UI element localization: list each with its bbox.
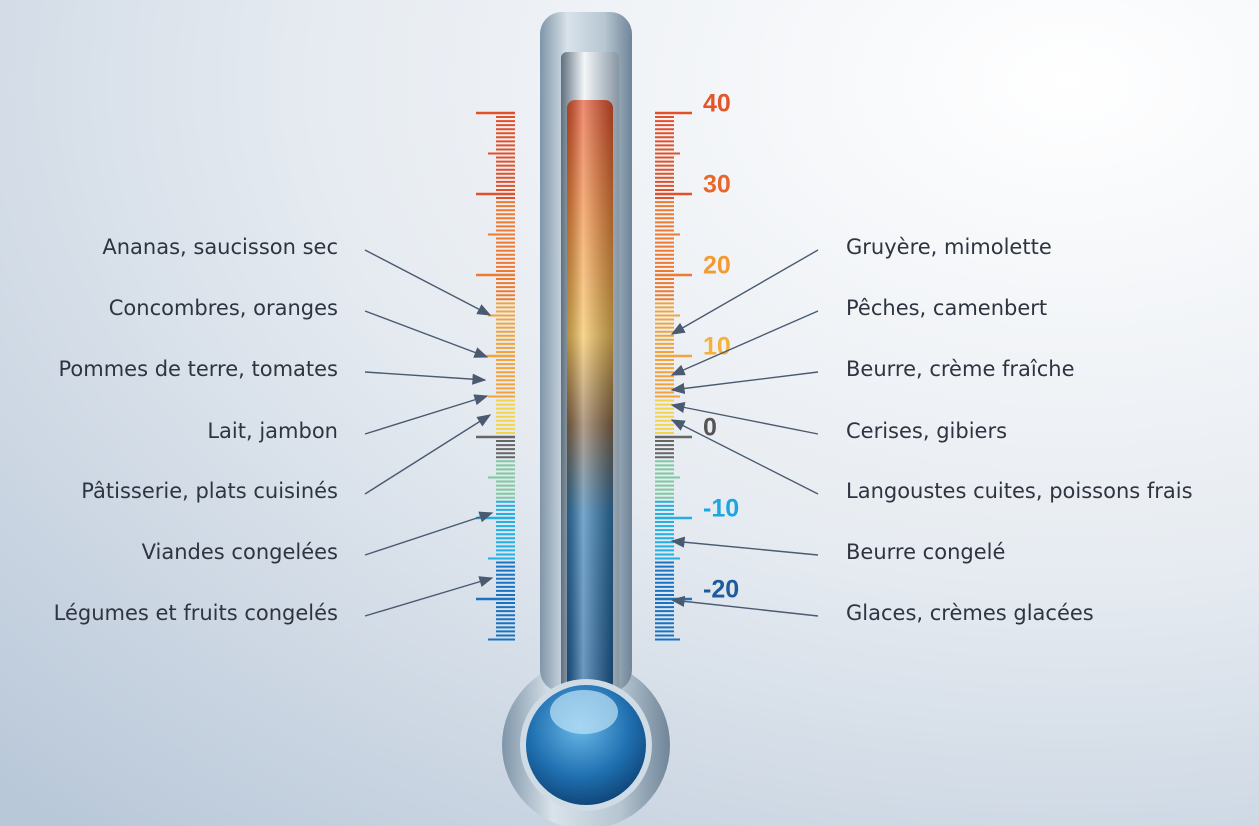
food-label: Glaces, crèmes glacées: [846, 601, 1094, 625]
arrow: [670, 371, 819, 395]
scale-label: -20: [703, 576, 739, 604]
food-label: Légumes et fruits congelés: [54, 601, 338, 625]
arrow: [670, 310, 819, 376]
thermometer: [502, 12, 670, 826]
arrow: [364, 576, 494, 617]
scale-ticks: [476, 111, 692, 641]
arrow: [364, 511, 494, 556]
scale-label: 0: [703, 414, 717, 442]
food-label: Ananas, saucisson sec: [102, 235, 338, 259]
arrow: [364, 249, 492, 316]
arrow: [670, 595, 819, 617]
food-label: Pommes de terre, tomates: [58, 357, 338, 381]
arrow: [364, 394, 489, 435]
scale-label: 10: [703, 333, 731, 361]
arrow: [364, 414, 492, 495]
arrow: [670, 249, 819, 335]
scale-label: 20: [703, 252, 731, 280]
food-label: Langoustes cuites, poissons frais: [846, 479, 1193, 503]
food-label: Lait, jambon: [207, 419, 338, 443]
food-label: Beurre congelé: [846, 540, 1005, 564]
labels: 40 30 20 10 0 -10 -20 Ananas, saucisson sec Conc…: [54, 90, 1193, 625]
food-label: Pâtisserie, plats cuisinés: [81, 479, 338, 503]
arrow: [364, 310, 489, 358]
food-label: Cerises, gibiers: [846, 419, 1007, 443]
scale-label: 30: [703, 171, 731, 199]
arrow: [670, 536, 819, 556]
food-label: Viandes congelées: [142, 540, 338, 564]
food-label: Beurre, crème fraîche: [846, 357, 1075, 381]
arrow: [364, 371, 487, 385]
scale-label: -10: [703, 495, 739, 523]
scale-label: 40: [703, 90, 731, 118]
food-label: Pêches, camenbert: [846, 296, 1047, 320]
food-label: Gruyère, mimolette: [846, 235, 1052, 259]
arrow: [670, 419, 819, 495]
food-label: Concombres, oranges: [109, 296, 338, 320]
arrow: [670, 401, 819, 435]
